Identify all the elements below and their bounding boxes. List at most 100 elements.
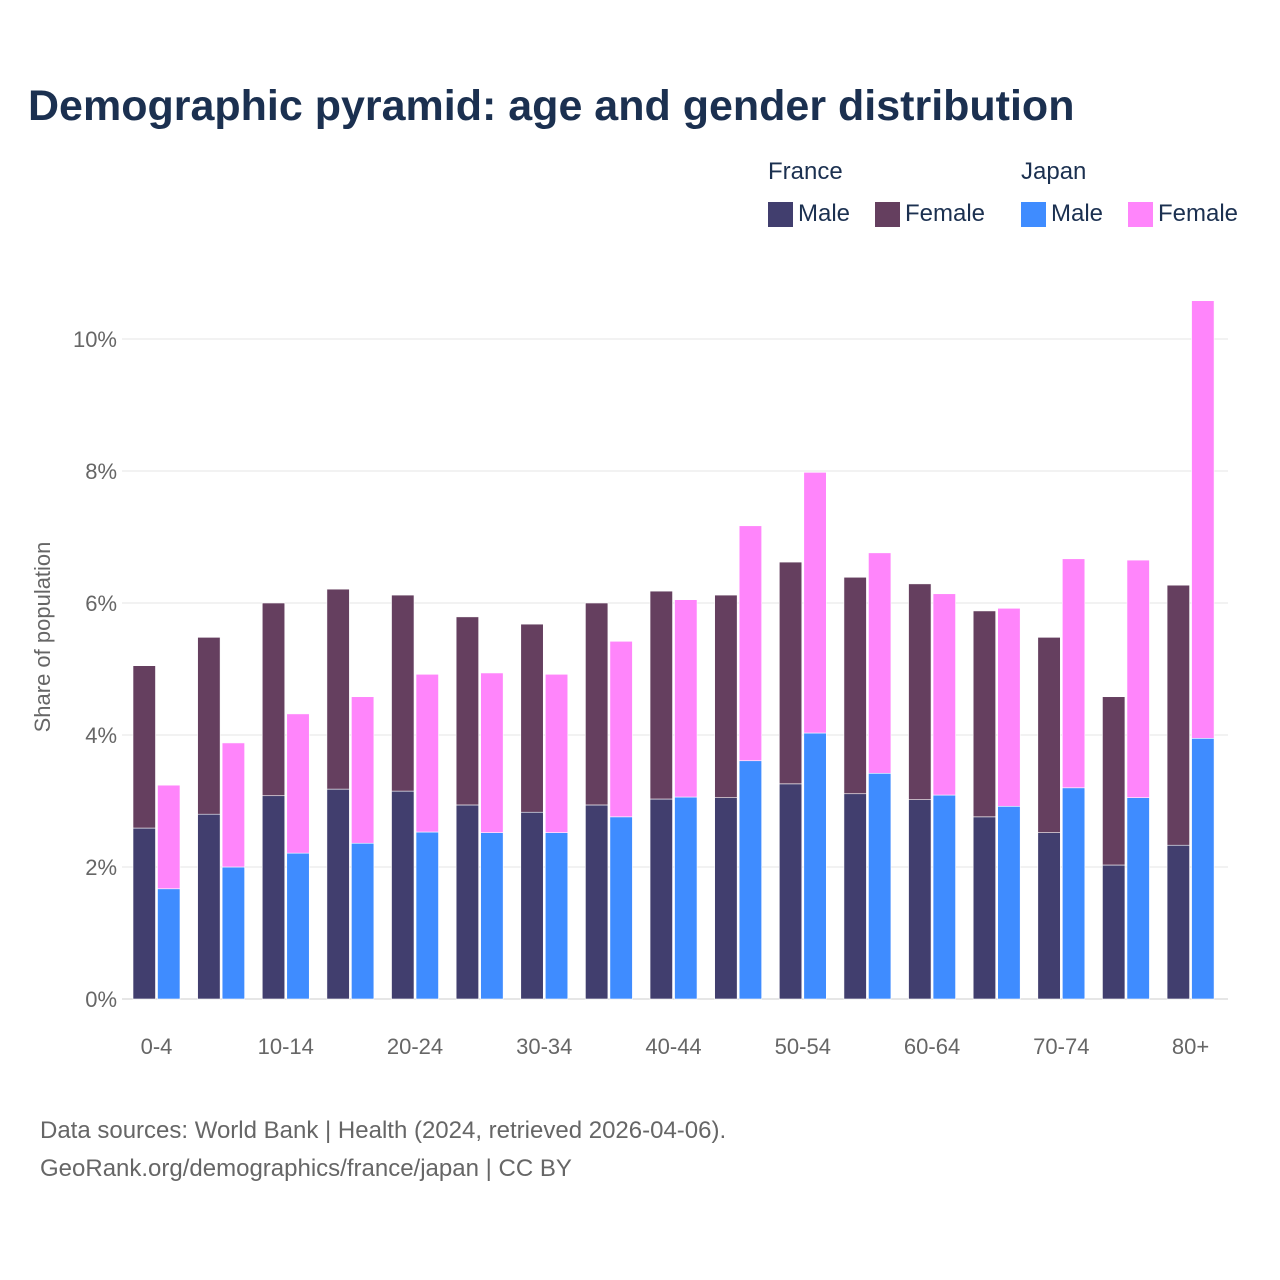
bar-japan-female-5-9[interactable]	[221, 742, 245, 868]
y-tick-label: 10%	[73, 327, 117, 352]
bar-france-female-45-49[interactable]	[714, 594, 738, 799]
y-tick-label: 0%	[85, 987, 117, 1012]
bar-japan-male-30-34[interactable]	[544, 832, 569, 1000]
bar-france-male-75-79[interactable]	[1102, 864, 1126, 1000]
bar-france-male-70-74[interactable]	[1037, 832, 1061, 1000]
bar-france-female-35-39[interactable]	[585, 602, 609, 806]
bar-france-female-25-29[interactable]	[455, 616, 479, 806]
legend-france-male[interactable]: Male	[768, 200, 850, 228]
y-tick-label: 6%	[85, 591, 117, 616]
legend-japan-female[interactable]: Female	[1128, 200, 1238, 228]
bar-japan-female-35-39[interactable]	[609, 640, 633, 818]
bar-france-female-30-34[interactable]	[520, 623, 544, 813]
bar-france-female-20-24[interactable]	[391, 594, 415, 792]
bar-france-female-0-4[interactable]	[132, 665, 156, 829]
bar-france-female-75-79[interactable]	[1102, 696, 1126, 866]
bar-japan-male-35-39[interactable]	[609, 816, 633, 1000]
bar-japan-female-70-74[interactable]	[1062, 558, 1086, 789]
bar-japan-female-20-24[interactable]	[415, 673, 439, 833]
bar-japan-male-70-74[interactable]	[1062, 787, 1086, 1000]
bar-japan-female-40-44[interactable]	[674, 599, 698, 798]
bar-france-female-70-74[interactable]	[1037, 637, 1061, 833]
bar-japan-male-80+[interactable]	[1191, 737, 1215, 1000]
legend-label: Female	[905, 200, 986, 227]
bar-france-male-55-59[interactable]	[843, 793, 867, 1000]
bar-japan-female-25-29[interactable]	[480, 672, 504, 833]
bar-france-male-20-24[interactable]	[391, 790, 415, 1000]
bar-japan-female-30-34[interactable]	[544, 673, 569, 833]
bar-france-male-60-64[interactable]	[908, 799, 932, 1000]
x-tick-label: 40-44	[645, 1034, 701, 1059]
bar-france-male-0-4[interactable]	[132, 827, 156, 1000]
bar-japan-female-45-49[interactable]	[738, 525, 762, 762]
bar-japan-male-20-24[interactable]	[415, 831, 439, 1000]
bar-france-male-25-29[interactable]	[455, 804, 479, 1000]
legend-label: Male	[798, 200, 851, 227]
x-tick-label: 10-14	[258, 1034, 314, 1059]
bar-japan-male-65-69[interactable]	[997, 805, 1021, 1000]
bar-france-male-10-14[interactable]	[261, 795, 286, 1000]
bar-japan-male-60-64[interactable]	[932, 794, 956, 1000]
x-tick-label: 60-64	[904, 1034, 960, 1059]
bar-japan-female-75-79[interactable]	[1126, 559, 1150, 798]
bar-france-male-50-54[interactable]	[778, 783, 803, 1000]
legend-label: Male	[1051, 200, 1104, 227]
bar-japan-male-0-4[interactable]	[157, 888, 181, 1000]
bar-japan-male-75-79[interactable]	[1126, 797, 1150, 1000]
y-tick-label: 8%	[85, 459, 117, 484]
bar-japan-female-60-64[interactable]	[932, 593, 956, 796]
y-tick-label: 4%	[85, 723, 117, 748]
legend-swatch	[1021, 201, 1046, 227]
bar-japan-male-15-19[interactable]	[351, 842, 375, 1000]
legend-swatch	[875, 201, 900, 227]
bar-france-female-5-9[interactable]	[197, 637, 221, 815]
legend-group-france: France	[768, 158, 843, 185]
bar-japan-female-80+[interactable]	[1191, 300, 1215, 739]
bar-france-female-10-14[interactable]	[261, 602, 286, 797]
bar-japan-male-50-54[interactable]	[803, 732, 827, 1000]
bar-japan-male-55-59[interactable]	[868, 772, 892, 1000]
bar-france-female-60-64[interactable]	[908, 583, 932, 800]
bar-france-male-40-44[interactable]	[649, 798, 673, 1000]
legend-swatch	[768, 201, 793, 227]
legend-label: Female	[1158, 200, 1239, 227]
y-axis-label: Share of population	[30, 542, 55, 733]
bar-japan-male-10-14[interactable]	[286, 852, 310, 1000]
bar-france-male-80+[interactable]	[1166, 844, 1190, 1000]
bar-japan-male-25-29[interactable]	[480, 832, 504, 1000]
legend-japan-male[interactable]: Male	[1021, 200, 1103, 228]
legend-group-japan: Japan	[1021, 158, 1087, 185]
bar-france-female-55-59[interactable]	[843, 576, 867, 795]
bar-japan-male-40-44[interactable]	[674, 796, 698, 1000]
bar-japan-female-65-69[interactable]	[997, 607, 1021, 807]
bar-france-male-15-19[interactable]	[326, 788, 350, 1000]
bar-france-female-50-54[interactable]	[778, 561, 803, 785]
bar-japan-female-15-19[interactable]	[351, 696, 375, 844]
legend-france-female[interactable]: Female	[875, 200, 985, 228]
bar-japan-male-45-49[interactable]	[738, 760, 762, 1000]
y-tick-label: 2%	[85, 855, 117, 880]
x-tick-label: 80+	[1172, 1034, 1209, 1059]
bar-japan-female-50-54[interactable]	[803, 472, 827, 734]
bar-france-male-45-49[interactable]	[714, 797, 738, 1000]
bar-france-female-80+[interactable]	[1166, 584, 1190, 846]
bar-france-female-40-44[interactable]	[649, 590, 673, 800]
bar-france-female-15-19[interactable]	[326, 588, 350, 790]
bar-japan-female-55-59[interactable]	[868, 552, 892, 774]
legend-swatch	[1128, 201, 1153, 227]
source-line-2[interactable]: GeoRank.org/demographics/france/japan | …	[40, 1155, 572, 1182]
x-tick-label: 30-34	[516, 1034, 572, 1059]
bar-japan-male-5-9[interactable]	[221, 866, 245, 1000]
bar-france-male-65-69[interactable]	[972, 816, 996, 1000]
chart-title: Demographic pyramid: age and gender dist…	[28, 82, 1075, 130]
x-tick-label: 20-24	[387, 1034, 443, 1059]
source-line-1: Data sources: World Bank | Health (2024,…	[40, 1117, 727, 1144]
bar-japan-female-0-4[interactable]	[157, 784, 181, 890]
bar-france-male-35-39[interactable]	[585, 804, 609, 1000]
bar-france-female-65-69[interactable]	[972, 610, 996, 818]
bar-japan-female-10-14[interactable]	[286, 713, 310, 854]
bar-france-male-5-9[interactable]	[197, 813, 221, 1000]
bar-france-male-30-34[interactable]	[520, 811, 544, 1000]
